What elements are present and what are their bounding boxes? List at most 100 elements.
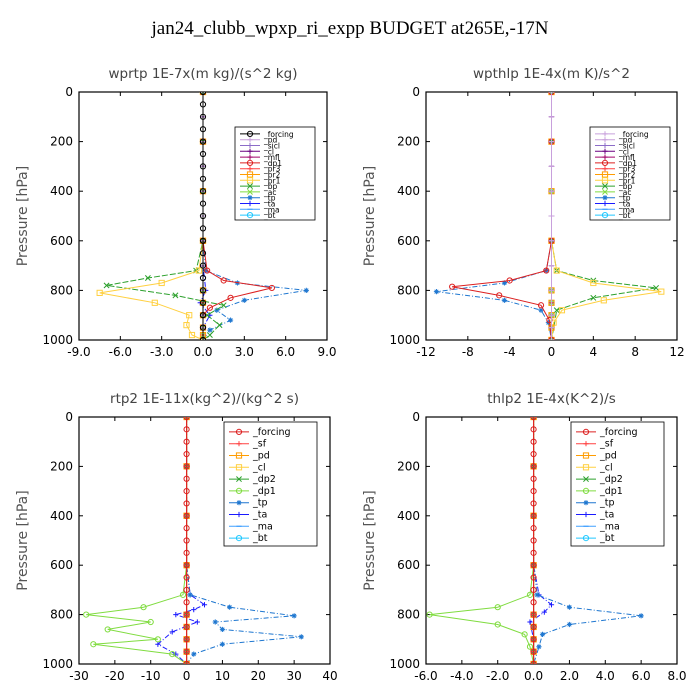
- x-tick-label: -12: [416, 345, 436, 359]
- legend-marker: [247, 154, 253, 160]
- data-point: [553, 267, 560, 274]
- series-line: [533, 417, 642, 664]
- y-tick-label: 200: [50, 135, 73, 149]
- data-point: [183, 475, 190, 482]
- data-point: [191, 607, 197, 613]
- data-area: [96, 92, 309, 340]
- legend-marker: [602, 131, 608, 137]
- data-point: [183, 525, 190, 532]
- data-point: [291, 613, 297, 619]
- data-point: [538, 307, 544, 313]
- series-line: [429, 417, 535, 664]
- data-point: [199, 225, 207, 232]
- data-point: [653, 284, 660, 291]
- data-point: [449, 283, 456, 290]
- legend-marker: [602, 200, 608, 207]
- x-tick-label: -4: [504, 345, 516, 359]
- budget-panel-2: wpthlp 1E-4x(m K)/s^2 Pressure [hPa] -12 -8…: [362, 66, 685, 359]
- y-axis-label: Pressure [hPa]: [15, 166, 31, 266]
- legend-entry: _dp1: [599, 486, 623, 497]
- legend-marker: [601, 171, 609, 178]
- legend-marker: [582, 428, 590, 435]
- data-point: [543, 267, 550, 274]
- x-tick-label: -8: [462, 345, 474, 359]
- legend: _forcing_sf_pd_cl_dp2_dp1_tp_ta_ma_bt: [570, 421, 665, 547]
- data-point: [590, 294, 597, 301]
- data-point: [191, 651, 197, 657]
- legend-marker: [235, 535, 243, 542]
- x-tick-label: 4: [590, 345, 598, 359]
- data-point: [104, 626, 111, 633]
- data-point: [179, 591, 187, 598]
- legend-marker: [246, 177, 254, 184]
- y-tick-label: 200: [50, 459, 73, 473]
- legend-marker: [235, 452, 243, 459]
- data-point: [183, 450, 190, 458]
- data-point: [188, 331, 196, 339]
- data-point: [187, 592, 193, 598]
- data-point: [501, 297, 508, 303]
- y-tick-label: 800: [50, 608, 73, 622]
- data-point: [199, 262, 207, 269]
- budget-panel-3: rtp2 1E-11x(kg^2)/(kg^2 s) Pressure [hPa]…: [15, 391, 338, 683]
- legend-marker: [601, 212, 609, 219]
- legend-box: [589, 126, 671, 221]
- y-tick-label: 800: [397, 608, 420, 622]
- data-point: [548, 139, 555, 145]
- data-point: [186, 312, 193, 319]
- data-point: [506, 277, 513, 284]
- data-point: [158, 279, 165, 287]
- legend-entry: _ta: [599, 510, 614, 521]
- data-point: [103, 282, 110, 289]
- legend-marker: [582, 487, 590, 494]
- data-point: [199, 250, 207, 257]
- legend-entry: _pd: [263, 136, 278, 145]
- legend-entry: _forcing: [263, 130, 294, 139]
- legend-marker: [246, 212, 254, 219]
- data-point: [530, 599, 537, 606]
- x-tick-label: -20: [105, 669, 125, 683]
- legend-entry: _bt: [252, 533, 268, 544]
- y-tick-label: 800: [397, 283, 420, 297]
- legend-entry: _tp: [618, 194, 631, 203]
- legend-entry: _ac: [263, 188, 276, 197]
- data-point: [530, 549, 537, 556]
- data-point: [539, 631, 546, 637]
- panel-title: wpthlp 1E-4x(m K)/s^2: [473, 66, 630, 82]
- series-ta: [155, 417, 208, 664]
- legend-entry: _ta: [252, 510, 267, 521]
- x-tick-label: -6.0: [414, 669, 437, 683]
- data-point: [183, 574, 190, 581]
- data-point: [298, 634, 304, 640]
- budget-panel-4: thlp2 1E-4x(K^2)/s Pressure [hPa] -6.0 -4.0…: [362, 391, 687, 683]
- y-tick-label: 400: [397, 184, 420, 198]
- data-point: [530, 636, 537, 643]
- legend-marker: [583, 500, 589, 506]
- y-tick-label: 0: [65, 410, 73, 424]
- data-point: [548, 287, 555, 293]
- data-point: [530, 586, 537, 594]
- data-point: [183, 500, 190, 507]
- x-tick-label: 3.0: [235, 345, 254, 359]
- data-point: [199, 175, 207, 182]
- data-point: [183, 636, 190, 643]
- y-tick-label: 600: [397, 234, 420, 248]
- data-point: [194, 619, 200, 625]
- data-point: [183, 611, 190, 618]
- legend-entry: _ma: [599, 521, 620, 532]
- x-tick-label: 0.0: [524, 669, 543, 683]
- data-point: [553, 307, 560, 314]
- data-point: [530, 623, 537, 631]
- legend-entry: _pd: [252, 451, 270, 462]
- legend-entry: _sf: [599, 439, 614, 450]
- data-point: [548, 92, 555, 95]
- x-tick-label: 9.0: [317, 345, 336, 359]
- x-tick-label: -2.0: [486, 669, 509, 683]
- data-point: [548, 238, 555, 244]
- data-area: [433, 92, 665, 340]
- data-point: [530, 500, 537, 507]
- data-point: [199, 113, 207, 120]
- legend-entry: _pd: [618, 136, 633, 145]
- data-point: [183, 488, 190, 495]
- y-tick-label: 1000: [389, 657, 420, 671]
